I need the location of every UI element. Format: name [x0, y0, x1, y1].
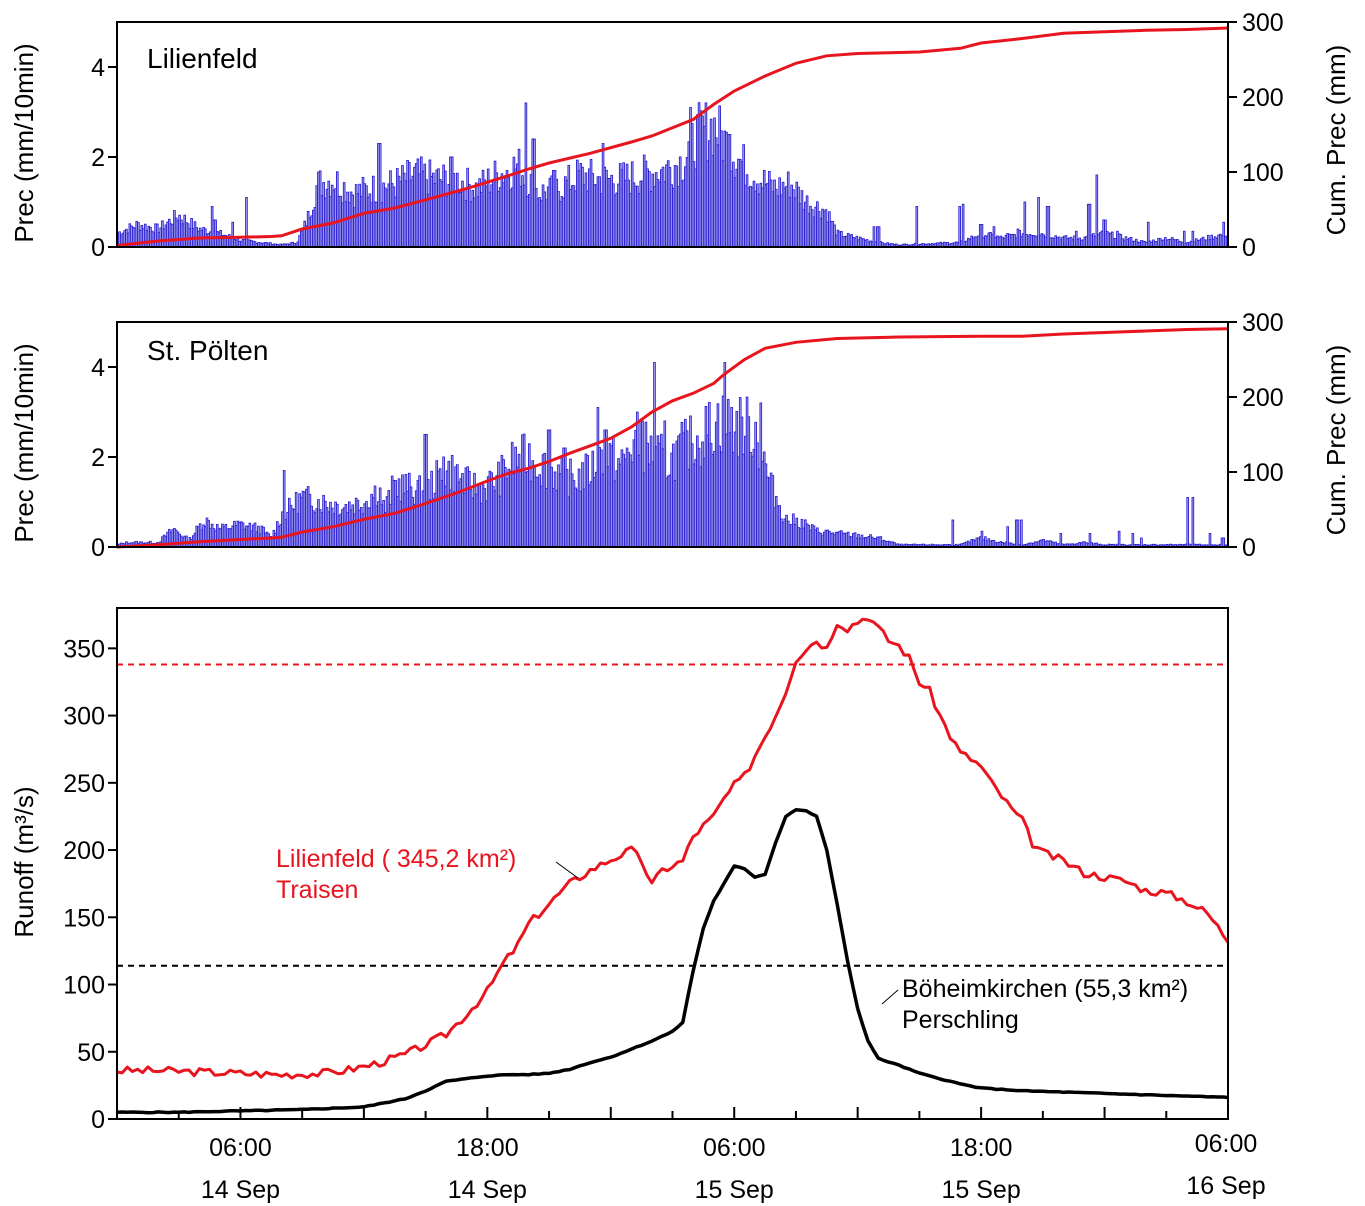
x-tick-date-label: 15 Sep	[941, 1176, 1020, 1204]
annotation-lilienfeld-river: Traisen	[276, 876, 358, 904]
cumulative-line-stpoelten	[116, 327, 1229, 549]
x-ticks-runoff: 06:00 14 Sep 18:00 14 Sep 06:00 15 Sep 18:00 15…	[116, 1107, 1266, 1204]
y-tick-label-lilienfeld: 2	[91, 144, 105, 172]
annotation-boeheimkirchen-name: Böheimkirchen (55,3 km²)	[902, 975, 1188, 1003]
precip-bar-stpoelten	[1020, 519, 1023, 548]
y-tick-label-lilienfeld: 4	[91, 54, 105, 82]
precip-bar-stpoelten	[1191, 497, 1195, 548]
y-ticks-stpoelten: 0 2 4	[91, 354, 117, 562]
y-tick-label-lilienfeld: 0	[91, 234, 105, 262]
cumulative-line-lilienfeld	[116, 26, 1229, 247]
x-tick-time-label: 06:00	[703, 1134, 766, 1162]
y-tick-label-runoff: 100	[63, 972, 105, 1000]
runoff-line-boeheimkirchen	[116, 808, 1229, 1115]
precip-bar-stpoelten	[1016, 519, 1020, 548]
y2-tick-label-stpoelten: 200	[1242, 384, 1284, 412]
x-tick-date-label: 15 Sep	[695, 1176, 774, 1204]
y-tick-label-runoff: 350	[63, 635, 105, 663]
y2-tick-label-stpoelten: 100	[1242, 459, 1284, 487]
precip-bar-stpoelten	[1186, 497, 1190, 548]
y-ticks-runoff: 0 50 100 150 200 250 300 350	[63, 635, 117, 1134]
y-tick-label-runoff: 150	[63, 904, 105, 932]
y-tick-label-runoff: 50	[77, 1039, 105, 1067]
y-tick-label-runoff: 0	[91, 1106, 105, 1134]
annotation-boeheimkirchen-river: Perschling	[902, 1006, 1019, 1034]
y2-tick-label-lilienfeld: 0	[1242, 234, 1256, 262]
panel-lilienfeld-precip: 0 2 4 0 100 200 300 Lilienfeld Prec (mm/10min…	[9, 9, 1351, 262]
y2-axis-title-stpoelten: Cum. Prec (mm)	[1321, 345, 1351, 536]
x-tick-time-label: 06:00	[209, 1134, 272, 1162]
x-tick-date-label: 14 Sep	[448, 1176, 527, 1204]
annotation-lilienfeld-name: Lilienfeld ( 345,2 km²)	[276, 845, 516, 873]
leader-line-lilienfeld	[555, 861, 579, 879]
y-tick-label-runoff: 300	[63, 703, 105, 731]
y2-tick-label-lilienfeld: 300	[1242, 9, 1284, 37]
precip-bars-lilienfeld	[116, 102, 1229, 248]
y2-tick-label-stpoelten: 0	[1242, 534, 1256, 562]
runoff-line-lilienfeld	[116, 617, 1230, 1080]
panel-runoff: 0 50 100 150 200 250 300 350 06:00 14 Sep 18:00 14…	[9, 607, 1266, 1204]
plot-frame-lilienfeld	[116, 21, 1229, 248]
panel-title-lilienfeld: Lilienfeld	[147, 43, 258, 74]
y2-tick-label-lilienfeld: 200	[1242, 84, 1284, 112]
y-tick-label-stpoelten: 2	[91, 444, 105, 472]
y-tick-label-stpoelten: 0	[91, 534, 105, 562]
precip-bar-lilienfeld	[961, 203, 965, 248]
x-tick-time-label: 06:00	[1195, 1130, 1258, 1158]
precip-bar-lilienfeld	[915, 206, 919, 248]
y2-axis-title-lilienfeld: Cum. Prec (mm)	[1321, 45, 1351, 236]
y2-tick-label-stpoelten: 300	[1242, 309, 1284, 337]
y2-ticks-lilienfeld: 0 100 200 300	[1228, 9, 1284, 262]
y-tick-label-runoff: 200	[63, 837, 105, 865]
precip-bar-stpoelten	[951, 519, 955, 548]
leader-line-boeheimkirchen	[881, 989, 899, 1005]
precip-bars-stpoelten	[116, 362, 1229, 548]
y-tick-label-stpoelten: 4	[91, 354, 105, 382]
x-tick-date-label: 14 Sep	[201, 1176, 280, 1204]
x-tick-time-label: 18:00	[456, 1134, 519, 1162]
y-axis-title-lilienfeld: Prec (mm/10min)	[9, 43, 39, 242]
y2-ticks-stpoelten: 0 100 200 300	[1228, 309, 1284, 562]
panel-title-stpoelten: St. Pölten	[147, 335, 268, 366]
y-ticks-lilienfeld: 0 2 4	[91, 54, 117, 262]
plot-frame-stpoelten	[116, 321, 1229, 548]
y-axis-title-stpoelten: Prec (mm/10min)	[9, 343, 39, 542]
y2-tick-label-lilienfeld: 100	[1242, 159, 1284, 187]
x-tick-time-label: 18:00	[950, 1134, 1013, 1162]
x-tick-date-label: 16 Sep	[1186, 1172, 1265, 1200]
y-axis-title-runoff: Runoff (m³/s)	[9, 786, 39, 937]
y-tick-label-runoff: 250	[63, 770, 105, 798]
panel-stpoelten-precip: 0 2 4 0 100 200 300 St. Pölten Prec (mm/10min…	[9, 309, 1351, 562]
